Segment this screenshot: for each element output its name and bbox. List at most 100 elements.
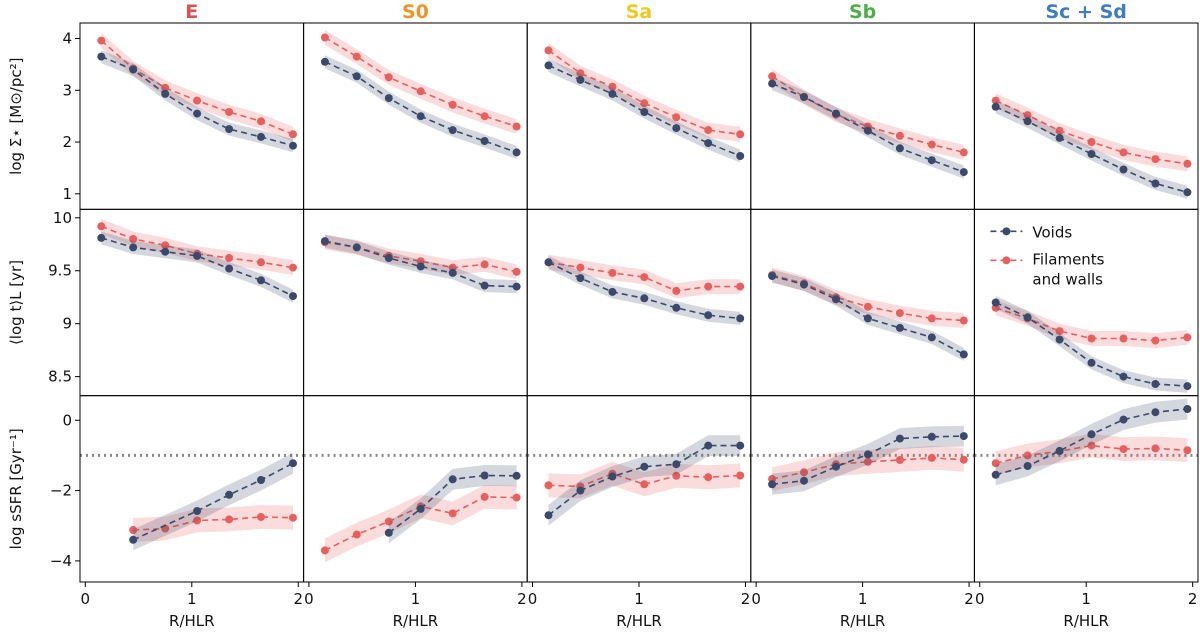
- panel-0-1: [303, 22, 528, 210]
- legend-voids-label: Voids: [1032, 223, 1072, 241]
- voids-point: [863, 450, 872, 459]
- filaments-point: [895, 131, 904, 140]
- y-tick-label: 2: [62, 133, 72, 151]
- filaments-band: [101, 218, 293, 275]
- filaments-point: [193, 96, 202, 105]
- voids-band: [324, 55, 517, 159]
- voids-point: [129, 535, 138, 544]
- voids-point: [672, 303, 681, 312]
- panel-0-3: [750, 22, 975, 210]
- y-tick-label: 9: [62, 315, 72, 333]
- voids-point: [448, 475, 457, 484]
- filaments-point: [544, 46, 553, 55]
- filaments-point: [895, 309, 904, 318]
- voids-point: [161, 247, 170, 256]
- panel-1-1: [303, 208, 528, 397]
- filaments-point: [736, 282, 745, 291]
- voids-point: [1023, 462, 1032, 470]
- x-axis-label: R/HLR: [393, 612, 439, 630]
- filaments-point: [895, 456, 904, 464]
- filaments-point: [480, 492, 489, 501]
- filaments-point: [1023, 451, 1032, 460]
- filaments-point: [1119, 334, 1128, 343]
- voids-point: [1087, 358, 1096, 367]
- filaments-point: [927, 453, 936, 462]
- voids-point: [576, 486, 585, 495]
- filaments-point: [640, 480, 649, 489]
- voids-point: [1151, 179, 1160, 188]
- voids-point: [895, 434, 904, 443]
- filaments-point: [1055, 327, 1064, 336]
- voids-point: [129, 243, 138, 252]
- voids-point: [608, 89, 617, 98]
- panel-2-2: 0 1 2: [526, 395, 752, 608]
- filaments-band: [101, 33, 293, 142]
- voids-point: [959, 432, 968, 441]
- voids-point: [289, 459, 297, 468]
- column-title-sa: Sa: [626, 1, 653, 23]
- filaments-band: [324, 234, 517, 280]
- voids-point: [1151, 380, 1160, 388]
- filaments-point: [320, 33, 329, 42]
- filaments-point: [736, 130, 745, 139]
- voids-point: [672, 460, 681, 469]
- x-tick-label: 0: [528, 590, 538, 608]
- panel-1-4: [973, 208, 1199, 397]
- voids-point: [1023, 313, 1032, 322]
- voids-point: [257, 476, 265, 484]
- voids-point: [512, 148, 521, 157]
- voids-point: [480, 471, 489, 480]
- x-tick-label: 2: [741, 590, 751, 608]
- voids-band: [101, 231, 293, 303]
- filaments-point: [991, 459, 1000, 468]
- x-tick-label: 2: [964, 590, 974, 608]
- y-tick-label: −2: [50, 482, 72, 500]
- panel-frame: [526, 22, 752, 210]
- filaments-point: [129, 526, 138, 534]
- voids-point: [863, 314, 872, 323]
- voids-point: [768, 480, 777, 489]
- voids-point: [1183, 188, 1192, 197]
- x-tick-label: 2: [517, 590, 527, 608]
- voids-point: [384, 254, 393, 262]
- filaments-point: [704, 473, 713, 482]
- voids-point: [448, 268, 457, 277]
- voids-point: [1183, 382, 1192, 391]
- voids-point: [608, 287, 617, 296]
- filaments-point: [544, 481, 553, 490]
- filaments-point: [352, 530, 361, 539]
- filaments-point: [1183, 159, 1192, 168]
- filaments-point: [161, 83, 170, 92]
- filaments-point: [448, 509, 457, 518]
- filaments-point: [672, 471, 681, 480]
- filaments-band: [133, 505, 293, 542]
- voids-point: [640, 108, 649, 116]
- voids-point: [416, 112, 425, 121]
- legend: Voids Filaments and walls: [990, 223, 1105, 288]
- filaments-point: [1087, 334, 1096, 343]
- filaments-point: [97, 222, 106, 231]
- y-axis-labels: log Σ⋆ [M⊙/pc²] ⟨log t⟩L [yr] log sSFR […: [7, 58, 25, 550]
- voids-band: [133, 452, 293, 551]
- filaments-point: [863, 457, 872, 466]
- voids-point: [927, 156, 936, 165]
- voids-band: [101, 50, 293, 153]
- filaments-point: [1087, 138, 1096, 146]
- voids-point: [704, 441, 713, 450]
- voids-point: [800, 280, 808, 289]
- filaments-point: [1151, 155, 1160, 164]
- voids-band: [388, 465, 517, 544]
- panel-2-4: 0 1 2: [973, 395, 1199, 608]
- panel-2-1: 0 1 2: [303, 395, 528, 608]
- filaments-band: [995, 433, 1188, 476]
- filaments-point: [97, 36, 106, 45]
- filaments-point: [863, 302, 872, 311]
- column-title-s0: S0: [402, 1, 429, 23]
- x-tick-label: 1: [187, 590, 197, 608]
- voids-point: [832, 295, 840, 304]
- voids-point: [704, 311, 713, 320]
- filaments-point: [959, 316, 968, 325]
- x-tick-label: 2: [294, 590, 304, 608]
